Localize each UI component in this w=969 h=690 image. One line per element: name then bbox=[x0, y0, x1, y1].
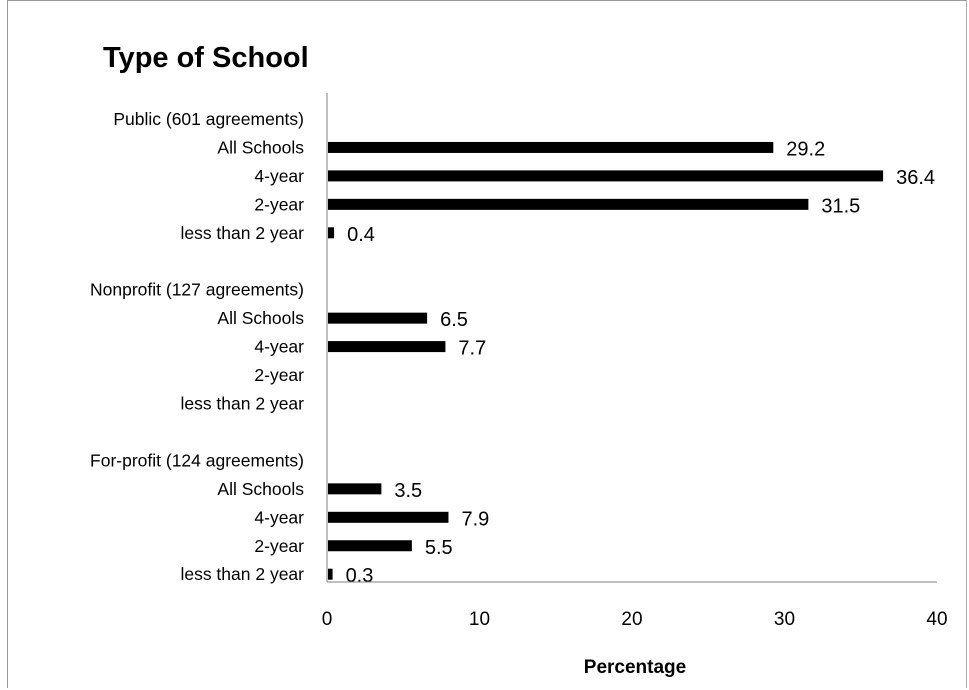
data-label: 7.7 bbox=[458, 338, 486, 360]
data-label: 31.5 bbox=[821, 195, 860, 217]
category-label: 4-year bbox=[254, 507, 304, 527]
category-label: Nonprofit (127 agreements) bbox=[90, 280, 304, 300]
data-label: 6.5 bbox=[440, 309, 468, 331]
x-tick-label: 30 bbox=[774, 609, 795, 630]
category-labels: Public (601 agreements) All Schools 4-year… bbox=[90, 109, 304, 584]
category-label: All Schools bbox=[217, 308, 304, 328]
bar bbox=[328, 312, 428, 324]
category-label: All Schools bbox=[217, 479, 304, 499]
bar bbox=[328, 198, 809, 210]
x-tick-label: 10 bbox=[469, 609, 490, 630]
category-label: For-profit (124 agreements) bbox=[90, 450, 304, 470]
category-label: less than 2 year bbox=[180, 564, 304, 584]
x-axis-ticks: 0 10 20 30 40 bbox=[322, 609, 948, 630]
category-label: 2-year bbox=[254, 536, 304, 556]
data-label: 0.4 bbox=[347, 224, 375, 246]
category-label: 2-year bbox=[254, 194, 304, 214]
chart-title: Type of School bbox=[103, 42, 309, 74]
bar bbox=[328, 483, 382, 495]
data-label: 36.4 bbox=[896, 167, 935, 189]
x-tick-label: 20 bbox=[621, 609, 642, 630]
bar bbox=[328, 141, 774, 153]
category-label: less than 2 year bbox=[180, 394, 304, 414]
category-label: 2-year bbox=[254, 365, 304, 385]
chart-frame: Type of School Public (601 agreements) Al… bbox=[7, 0, 967, 688]
bar bbox=[328, 568, 333, 580]
x-axis-title: Percentage bbox=[584, 657, 686, 678]
bar bbox=[328, 341, 446, 353]
bar bbox=[328, 540, 412, 552]
data-label: 29.2 bbox=[786, 138, 825, 160]
bar bbox=[328, 227, 335, 239]
x-tick-label: 40 bbox=[926, 609, 947, 630]
category-label: less than 2 year bbox=[180, 223, 304, 243]
data-label: 5.5 bbox=[425, 537, 453, 559]
bars bbox=[328, 141, 884, 580]
bar bbox=[328, 511, 449, 523]
bar bbox=[328, 170, 884, 182]
data-label: 3.5 bbox=[394, 480, 422, 502]
category-label: Public (601 agreements) bbox=[113, 109, 304, 129]
data-label: 7.9 bbox=[461, 508, 489, 530]
category-label: All Schools bbox=[217, 137, 304, 157]
bar-chart: Type of School Public (601 agreements) Al… bbox=[90, 42, 948, 678]
data-label: 0.3 bbox=[346, 565, 374, 587]
category-label: 4-year bbox=[254, 166, 304, 186]
x-tick-label: 0 bbox=[322, 609, 333, 630]
category-label: 4-year bbox=[254, 337, 304, 357]
